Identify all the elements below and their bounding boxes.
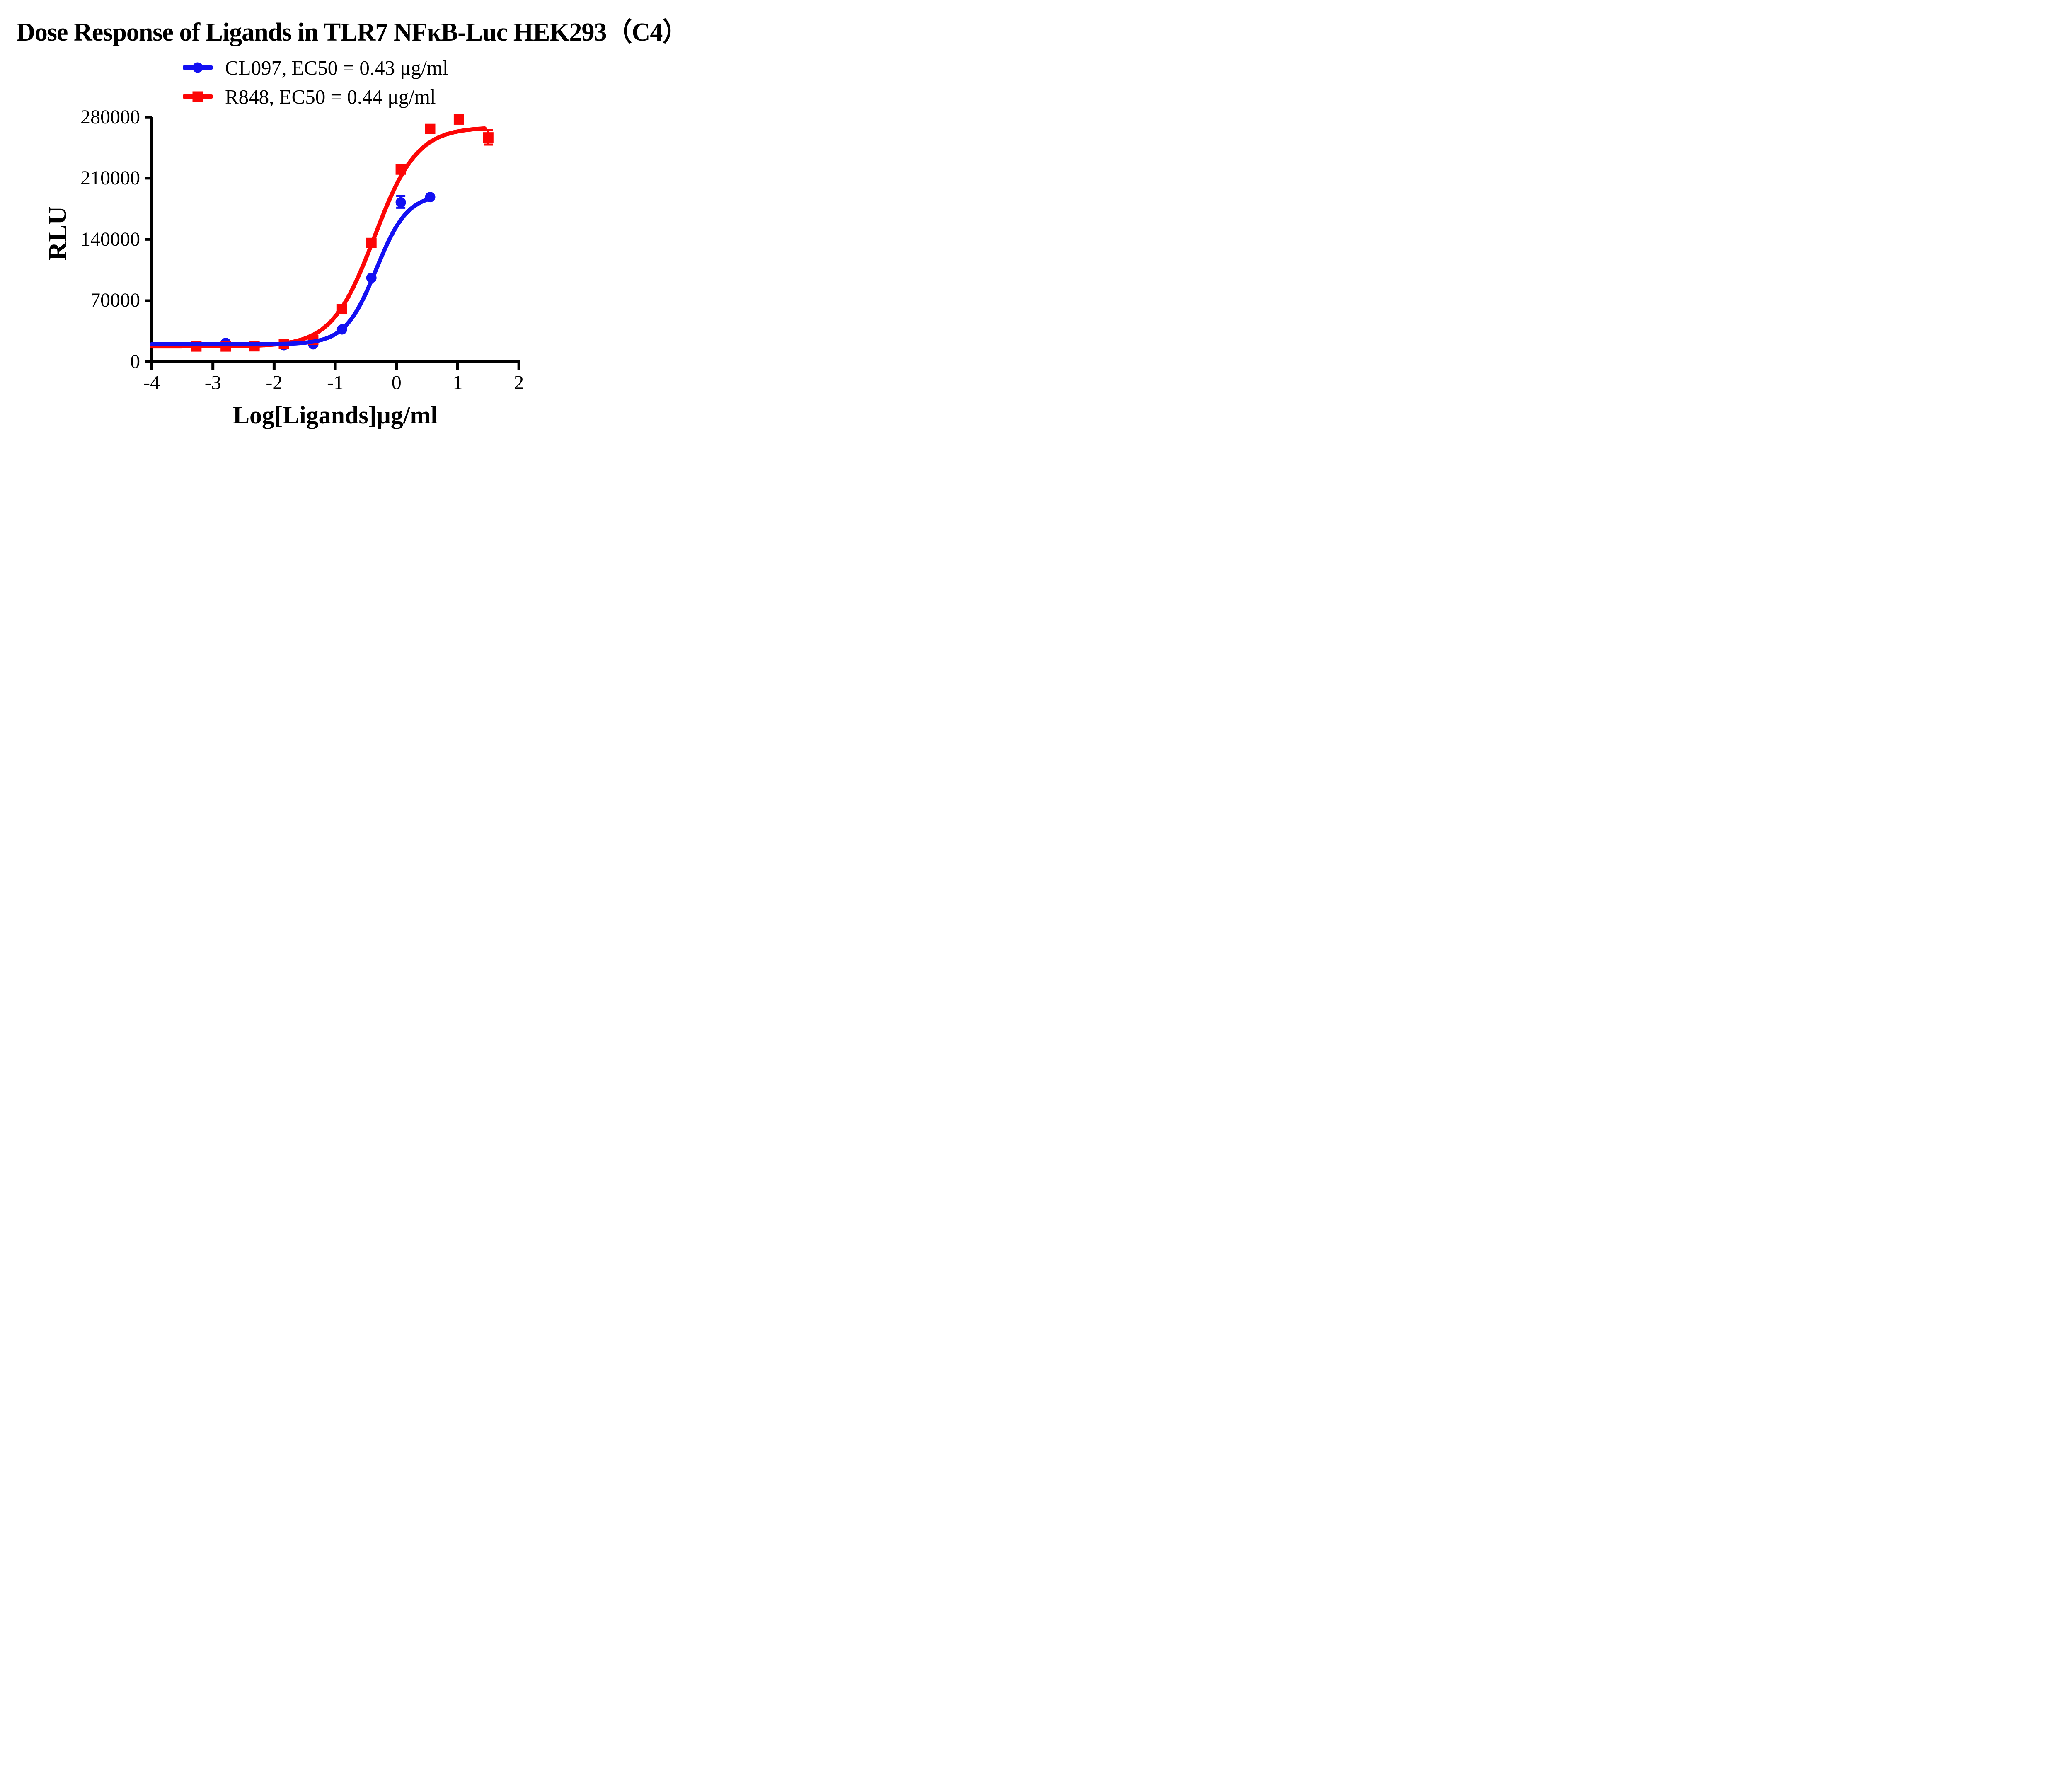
x-tick-labels: -4 -3 -2 -1 0 1 2 [0, 373, 671, 398]
dose-response-figure: Dose Response of Ligands in TLR7 NFκB-Lu… [0, 0, 671, 446]
fit-curve-R848 [150, 126, 487, 349]
plot-area [145, 114, 520, 370]
data-point-R848 [395, 164, 406, 175]
x-axis-title: Log[Ligands]μg/ml [232, 402, 438, 429]
data-point-R848 [366, 237, 377, 248]
x-tick-label: -3 [204, 372, 221, 394]
legend-r848-marker-icon [183, 91, 213, 102]
data-point-R848 [483, 132, 494, 143]
legend-R848-marker [192, 91, 203, 102]
y-tick-label: 140000 [80, 228, 140, 250]
fit-curve-CL097 [150, 196, 434, 346]
chart-title: Dose Response of Ligands in TLR7 NFκB-Lu… [17, 18, 671, 46]
legend-cl097-label: CL097, EC50 = 0.43 μg/ml [225, 56, 448, 79]
y-tick-labels: 0 70000 140000 210000 280000 [0, 0, 671, 446]
y-tick-label: 280000 [80, 106, 140, 128]
x-tick-label: -2 [266, 372, 283, 394]
y-tick-label: 210000 [80, 167, 140, 189]
data-point-CL097 [336, 324, 347, 335]
x-tick-label: 0 [391, 372, 402, 394]
data-point-R848 [336, 304, 347, 315]
x-tick-label: -1 [327, 372, 344, 394]
x-tick-label: 2 [514, 372, 524, 394]
y-tick-label: 70000 [90, 289, 140, 312]
x-tick-label: -4 [143, 372, 160, 394]
data-point-CL097 [395, 197, 406, 208]
x-tick-label: 1 [453, 372, 463, 394]
data-point-CL097 [366, 273, 377, 283]
data-point-R848 [453, 114, 464, 125]
legend-item-cl097: CL097, EC50 = 0.43 μg/ml [183, 56, 448, 79]
data-point-CL097 [425, 192, 436, 203]
legend-r848-label: R848, EC50 = 0.44 μg/ml [225, 85, 436, 108]
legend-cl097-marker-icon [183, 62, 213, 73]
y-tick-label: 0 [130, 351, 140, 372]
data-point-R848 [425, 123, 436, 134]
legend-CL097-marker [192, 62, 203, 73]
legend-item-r848: R848, EC50 = 0.44 μg/ml [183, 85, 436, 108]
y-axis-title: RLU [44, 206, 72, 261]
